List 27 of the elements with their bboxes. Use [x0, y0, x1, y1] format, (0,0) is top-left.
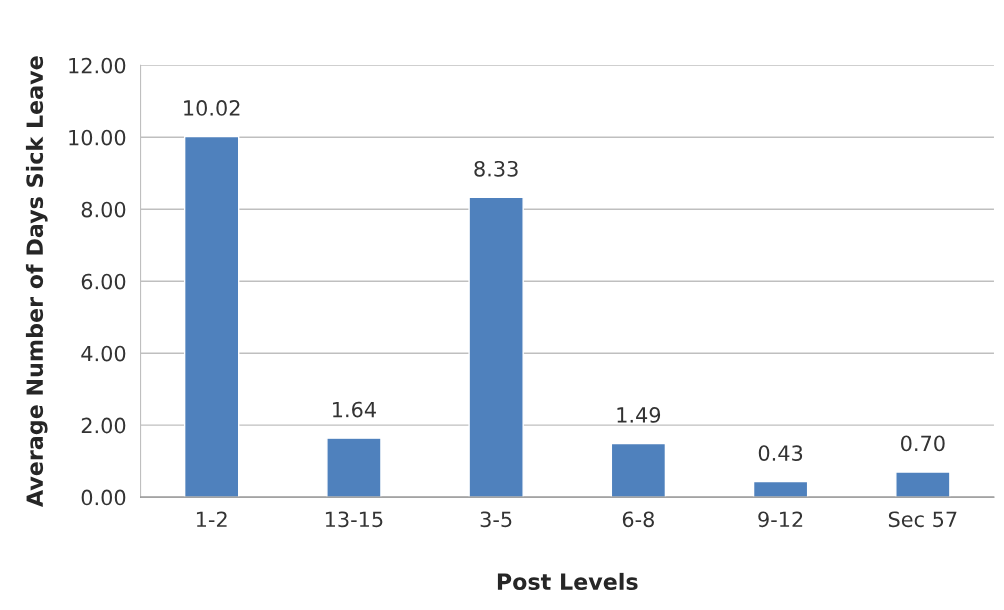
- y-axis-title: Average Number of Days Sick Leave: [25, 56, 48, 508]
- bar: [326, 437, 382, 498]
- data-label: 0.43: [758, 445, 803, 461]
- x-tick-label: 1-2: [196, 511, 227, 527]
- data-label: 0.70: [901, 435, 945, 452]
- y-tick-label: 0.00: [81, 489, 126, 506]
- x-axis-title: Post Levels: [497, 572, 638, 591]
- bar: [895, 471, 951, 498]
- data-label: 8.33: [474, 160, 518, 177]
- x-tick-label: 9-12: [758, 511, 803, 528]
- x-tick-label: 6-8: [622, 511, 654, 528]
- x-tick-label: 3-5: [480, 511, 512, 528]
- bar: [610, 442, 667, 498]
- data-label: 1.64: [333, 401, 376, 418]
- y-tick-label: 6.00: [81, 273, 126, 290]
- bar: [468, 196, 524, 498]
- y-tick-label: 8.00: [81, 201, 126, 218]
- y-tick-label: 10.00: [69, 129, 126, 146]
- data-label: 10.02: [184, 100, 240, 116]
- bar: [752, 480, 809, 498]
- bar: [183, 135, 240, 498]
- x-tick-label: Sec 57: [888, 511, 957, 528]
- x-tick-label: 13-15: [325, 511, 383, 528]
- y-tick-label: 4.00: [81, 345, 126, 362]
- y-tick-label: 2.00: [81, 417, 126, 434]
- y-tick-label: 12.00: [69, 57, 126, 74]
- data-label: 1.49: [617, 407, 661, 423]
